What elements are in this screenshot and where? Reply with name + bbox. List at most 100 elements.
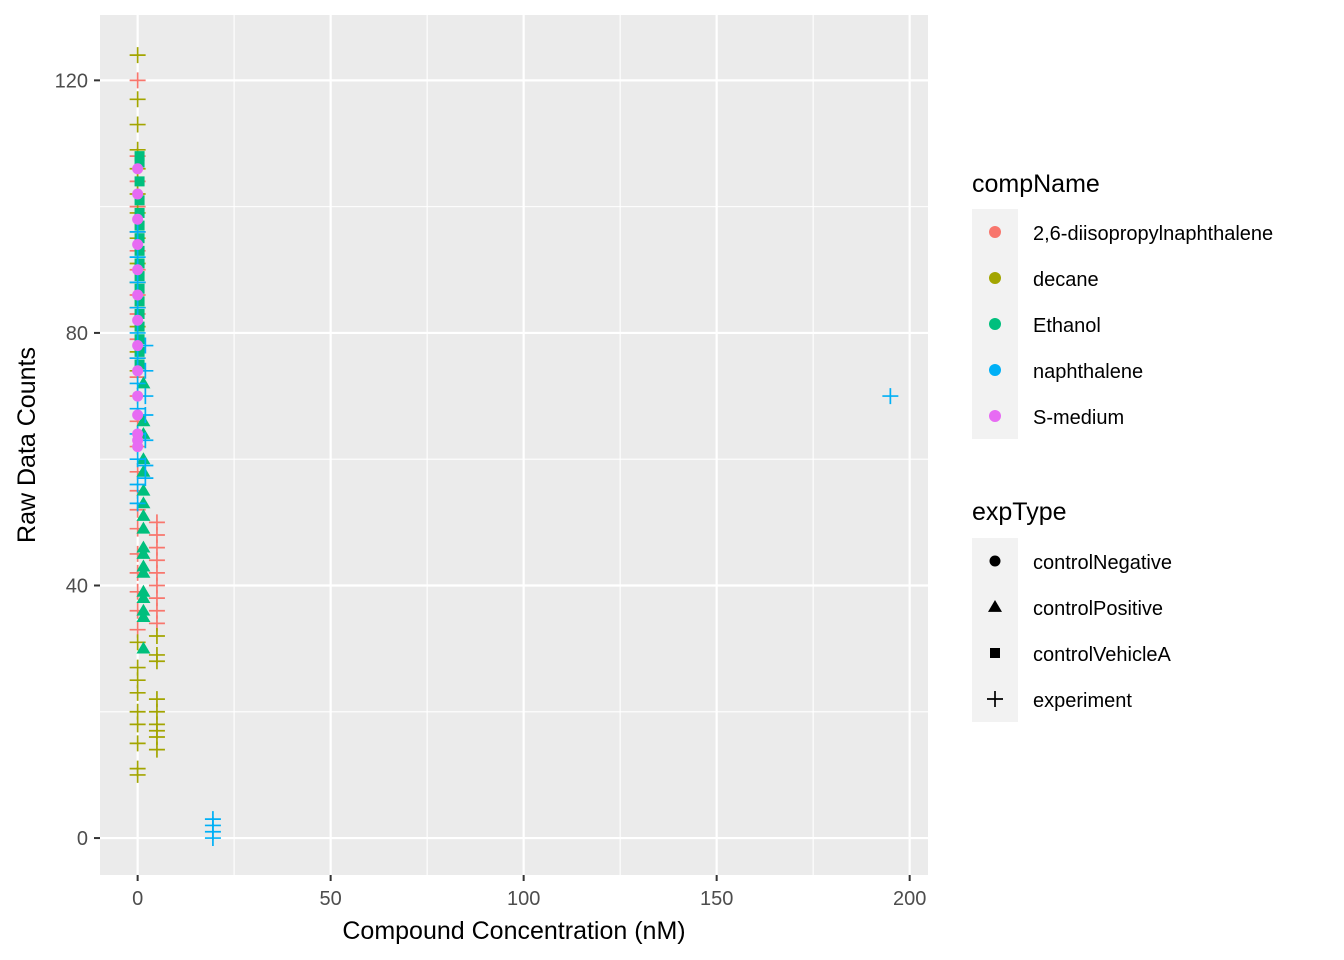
data-point <box>148 628 165 645</box>
legend-title-exptype: expType <box>972 498 1067 526</box>
data-point <box>134 176 145 187</box>
data-point <box>136 414 151 427</box>
data-point <box>129 274 146 291</box>
legend-color-key <box>989 364 1001 376</box>
data-point <box>136 610 151 622</box>
legend-shape-key <box>988 600 1002 612</box>
legend-shape-key <box>987 691 1003 707</box>
legend-label: controlPositive <box>1033 598 1163 620</box>
data-point <box>129 735 146 752</box>
y-axis-title: Raw Data Counts <box>13 347 41 543</box>
data-point <box>136 559 151 572</box>
data-point <box>134 346 145 357</box>
data-point <box>132 314 144 326</box>
data-point <box>129 249 146 266</box>
data-point <box>129 766 146 783</box>
data-point <box>136 546 151 559</box>
data-point <box>134 321 145 332</box>
legend-label: controlVehicleA <box>1033 644 1172 666</box>
data-point <box>129 684 146 701</box>
x-tick-label: 50 <box>320 888 342 910</box>
x-axis-title: Compound Concentration (nM) <box>342 917 685 945</box>
data-point <box>129 223 146 240</box>
data-point <box>148 741 165 758</box>
x-tick-label: 0 <box>132 888 143 910</box>
legend-label: experiment <box>1033 690 1132 712</box>
data-point <box>134 207 145 218</box>
data-point <box>132 340 144 352</box>
data-point <box>134 258 145 269</box>
data-point <box>132 365 144 377</box>
data-point <box>129 47 146 64</box>
x-axis: 0 50 100 150 200 <box>132 875 926 910</box>
data-point <box>136 540 151 553</box>
y-tick-label: 0 <box>77 828 88 850</box>
legends: compName 2,6-diisopropylnaphthalene decane… <box>972 170 1273 722</box>
data-point <box>134 283 145 294</box>
data-point <box>148 653 165 670</box>
legend-color-key <box>989 272 1001 284</box>
x-tick-label: 200 <box>893 888 926 910</box>
data-point <box>129 299 146 316</box>
legend-color-key <box>989 226 1001 238</box>
data-point <box>129 716 146 733</box>
data-point <box>134 233 145 244</box>
plot-panel <box>100 15 928 875</box>
data-point <box>134 245 145 256</box>
y-tick-label: 120 <box>55 70 88 92</box>
data-point <box>134 334 145 345</box>
data-point <box>136 603 151 616</box>
data-point <box>132 390 144 402</box>
y-tick-label: 80 <box>66 323 88 345</box>
legend-label: S-medium <box>1033 407 1124 429</box>
legend-label: decane <box>1033 269 1099 291</box>
y-tick-label: 40 <box>66 575 88 597</box>
data-point <box>134 359 145 370</box>
data-point <box>132 441 144 453</box>
legend-color-key <box>989 410 1001 422</box>
data-point <box>129 375 146 392</box>
data-point <box>136 641 151 654</box>
legend-label: 2,6-diisopropylnaphthalene <box>1033 223 1273 245</box>
data-point <box>134 308 145 319</box>
data-point <box>134 220 145 231</box>
data-point <box>136 509 151 521</box>
legend-shape-key <box>990 648 1000 658</box>
data-point <box>129 324 146 341</box>
x-tick-label: 100 <box>507 888 540 910</box>
data-point <box>132 289 144 301</box>
data-point <box>129 634 146 651</box>
data-point <box>134 151 145 162</box>
data-point <box>134 296 145 307</box>
data-point <box>136 584 151 597</box>
data-point <box>136 496 151 509</box>
legend-shape-key <box>989 555 1001 567</box>
data-point <box>882 388 899 405</box>
y-axis: 0 40 80 120 <box>55 70 100 850</box>
x-tick-label: 150 <box>700 888 733 910</box>
data-point <box>132 264 144 276</box>
minor-gridlines <box>100 15 928 875</box>
data-point <box>129 451 146 468</box>
data-points <box>129 47 899 847</box>
data-point <box>136 452 151 465</box>
data-point <box>136 376 151 389</box>
data-point <box>132 163 144 175</box>
data-point <box>137 470 154 487</box>
data-point <box>134 157 145 168</box>
data-point <box>136 483 151 496</box>
data-point <box>134 195 145 206</box>
data-point <box>129 116 146 133</box>
data-point <box>136 464 151 477</box>
data-point <box>132 188 144 200</box>
data-point <box>129 350 146 367</box>
legend-color-key <box>989 318 1001 330</box>
data-point <box>132 213 144 225</box>
data-point <box>134 271 145 282</box>
data-point <box>204 830 221 847</box>
legend-label: controlNegative <box>1033 552 1172 574</box>
data-point <box>132 239 144 251</box>
legend-label: Ethanol <box>1033 315 1101 337</box>
legend-title-compname: compName <box>972 170 1100 198</box>
